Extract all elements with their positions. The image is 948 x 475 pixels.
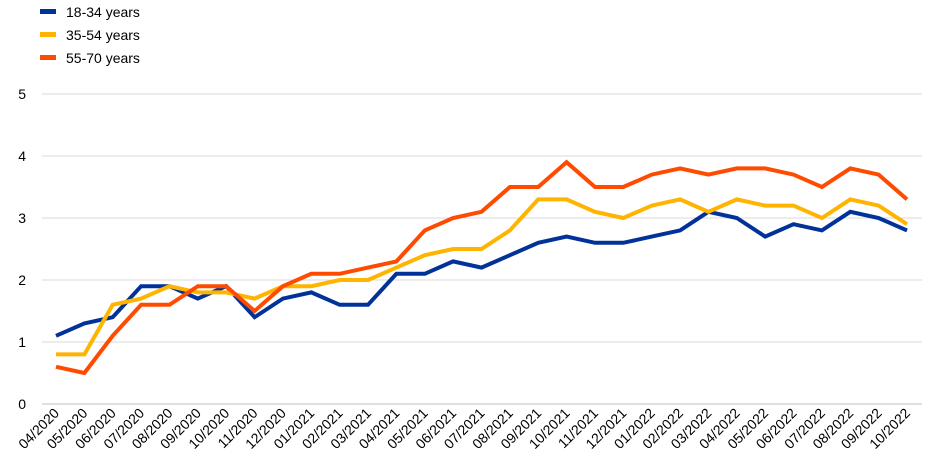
legend-label-35-54: 35-54 years (66, 26, 140, 43)
grid-layer (42, 93, 922, 405)
legend-item-18-34: 18-34 years (40, 0, 140, 23)
y-tick-label: 0 (18, 396, 26, 412)
y-tick-label: 1 (18, 334, 26, 350)
series-line-2 (55, 159, 909, 376)
y-tick-label: 4 (18, 148, 26, 164)
legend-label-55-70: 55-70 years (66, 49, 140, 66)
x-axis-ticks: 04/202005/202006/202007/202008/202009/20… (15, 405, 913, 452)
legend-swatch-35-54 (40, 32, 56, 37)
legend-item-55-70: 55-70 years (40, 46, 140, 69)
legend-swatch-18-34 (40, 9, 56, 14)
legend-swatch-55-70 (40, 55, 56, 60)
y-tick-label: 2 (18, 272, 26, 288)
series-layer (55, 159, 909, 376)
y-axis-ticks: 0 1 2 3 4 5 (18, 86, 26, 412)
y-tick-label: 5 (18, 86, 26, 102)
chart-legend: 18-34 years 35-54 years 55-70 years (40, 0, 140, 69)
y-tick-label: 3 (18, 210, 26, 226)
legend-label-18-34: 18-34 years (66, 3, 140, 20)
series-line-0 (55, 209, 908, 338)
series-line-1 (56, 197, 909, 357)
legend-item-35-54: 35-54 years (40, 23, 140, 46)
